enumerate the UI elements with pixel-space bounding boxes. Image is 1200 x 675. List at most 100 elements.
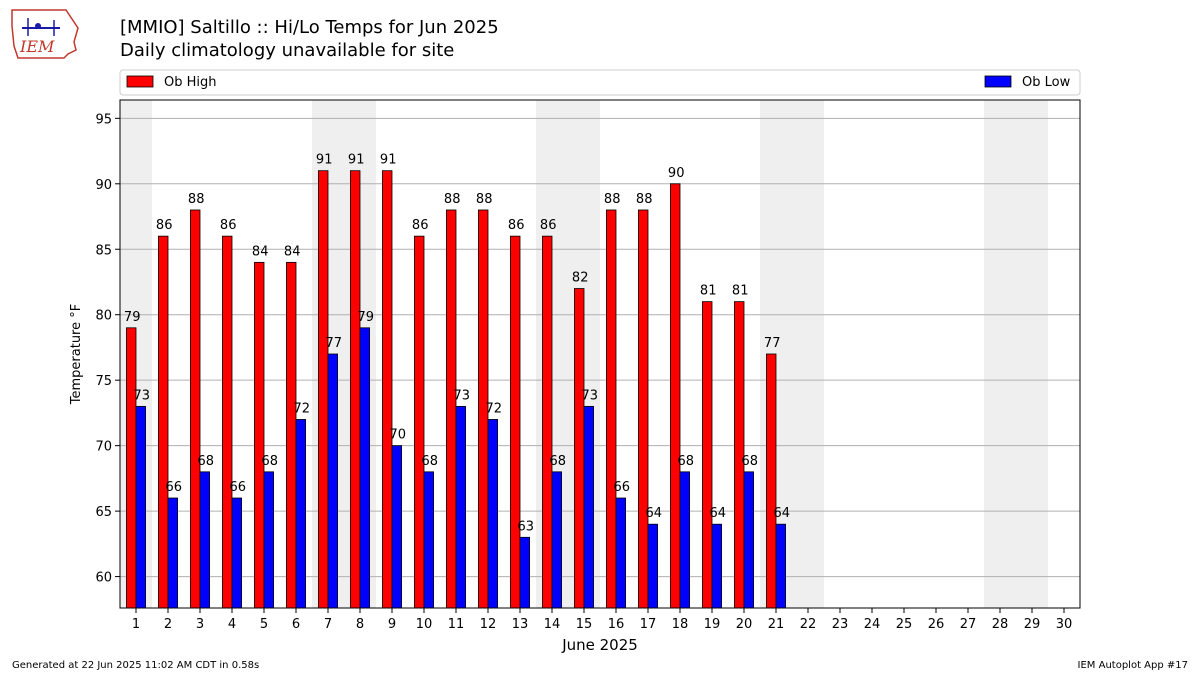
legend-swatch-low [984, 75, 1012, 88]
high-data-label: 88 [188, 192, 205, 207]
high-bar [413, 235, 425, 609]
low-bar [551, 471, 563, 609]
low-data-label: 73 [454, 388, 471, 403]
x-tick-label: 15 [576, 617, 593, 632]
low-data-label: 79 [358, 310, 375, 325]
y-tick-label: 70 [95, 440, 112, 455]
low-data-label: 66 [166, 480, 183, 495]
weekend-band [1016, 100, 1048, 608]
legend-label-low: Ob Low [1022, 75, 1071, 90]
high-data-label: 88 [444, 192, 461, 207]
x-tick-label: 11 [448, 617, 465, 632]
x-axis-label: June 2025 [561, 636, 638, 654]
low-data-label: 73 [582, 388, 599, 403]
weekend-band [984, 100, 1016, 608]
low-data-label: 63 [518, 519, 535, 534]
low-data-label: 72 [486, 401, 503, 416]
x-tick-label: 22 [800, 617, 817, 632]
y-tick-label: 90 [95, 178, 112, 193]
low-data-label: 68 [422, 454, 439, 469]
x-tick-label: 23 [832, 617, 849, 632]
high-bar [189, 209, 201, 609]
x-tick-label: 14 [544, 617, 561, 632]
x-tick-label: 9 [388, 617, 396, 632]
high-data-label: 91 [316, 153, 333, 168]
high-data-label: 77 [764, 336, 781, 351]
x-tick-label: 27 [960, 617, 977, 632]
x-tick-label: 1 [132, 617, 140, 632]
high-bar [285, 261, 297, 609]
high-data-label: 82 [572, 271, 589, 286]
high-data-label: 81 [700, 284, 717, 299]
high-bar [381, 170, 393, 609]
x-tick-label: 13 [512, 617, 529, 632]
svg-text:IEM: IEM [19, 37, 55, 56]
high-data-label: 86 [508, 218, 525, 233]
x-tick-label: 19 [704, 617, 721, 632]
y-tick-label: 65 [95, 505, 112, 520]
low-bar [647, 523, 659, 609]
high-bar [157, 235, 169, 609]
x-tick-label: 12 [480, 617, 497, 632]
high-bar [126, 327, 137, 609]
x-tick-label: 3 [196, 617, 204, 632]
low-bar [615, 497, 627, 609]
low-bar [295, 419, 307, 609]
low-bar [487, 419, 499, 609]
high-bar [317, 170, 329, 609]
high-data-label: 88 [604, 192, 621, 207]
legend-label-high: Ob High [164, 75, 217, 90]
low-data-label: 66 [230, 480, 247, 495]
high-bar [542, 235, 553, 609]
high-bar [574, 288, 585, 609]
high-data-label: 86 [220, 218, 237, 233]
high-bar [349, 170, 361, 609]
y-axis-label: Temperature °F [69, 304, 84, 405]
high-bar [445, 209, 457, 609]
low-bar [519, 536, 531, 609]
x-tick-label: 28 [992, 617, 1009, 632]
x-tick-label: 8 [356, 617, 364, 632]
x-tick-label: 26 [928, 617, 945, 632]
low-bar [391, 445, 403, 609]
generated-footer: Generated at 22 Jun 2025 11:02 AM CDT in… [12, 660, 260, 671]
low-bar [327, 353, 339, 609]
low-data-label: 66 [614, 480, 631, 495]
x-tick-label: 25 [896, 617, 913, 632]
high-data-label: 79 [124, 310, 141, 325]
plot-frame [119, 99, 1081, 609]
x-tick-label: 30 [1056, 617, 1073, 632]
x-tick-label: 21 [768, 617, 785, 632]
high-data-label: 86 [540, 218, 557, 233]
low-data-label: 72 [294, 401, 311, 416]
high-data-label: 88 [476, 192, 493, 207]
x-tick-label: 10 [416, 617, 433, 632]
y-tick-label: 60 [95, 571, 112, 586]
high-bar [221, 235, 233, 609]
high-data-label: 90 [668, 166, 685, 181]
y-tick-label: 95 [95, 112, 112, 127]
high-data-label: 86 [412, 218, 429, 233]
x-tick-label: 6 [292, 617, 300, 632]
low-data-label: 68 [198, 454, 215, 469]
high-data-label: 84 [284, 244, 301, 259]
low-bar [135, 405, 147, 609]
high-data-label: 91 [380, 153, 397, 168]
x-tick-label: 4 [228, 617, 236, 632]
chart-title: [MMIO] Saltillo :: Hi/Lo Temps for Jun 2… [120, 17, 499, 38]
high-data-label: 84 [252, 244, 269, 259]
x-tick-label: 18 [672, 617, 689, 632]
high-bar [253, 261, 265, 609]
low-data-label: 64 [710, 506, 727, 521]
high-data-label: 91 [348, 153, 365, 168]
x-tick-label: 7 [324, 617, 332, 632]
low-bar [359, 327, 371, 609]
x-tick-label: 2 [164, 617, 172, 632]
low-bar [583, 405, 595, 609]
low-data-label: 68 [262, 454, 279, 469]
chart-subtitle: Daily climatology unavailable for site [120, 40, 455, 61]
x-tick-label: 17 [640, 617, 657, 632]
x-tick-label: 5 [260, 617, 268, 632]
legend-box [119, 69, 1081, 96]
low-data-label: 73 [134, 388, 151, 403]
